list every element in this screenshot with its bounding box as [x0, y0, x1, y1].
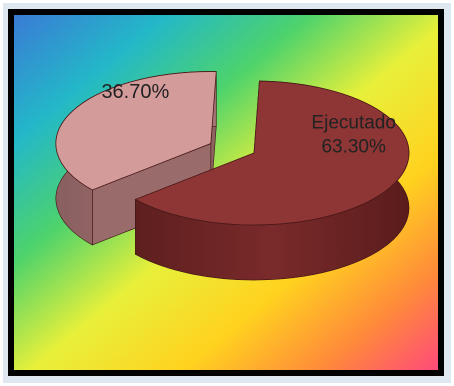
pie-chart: 36.70% Ejecutado 63.30%	[14, 15, 438, 370]
slice-2-value-label: 36.70%	[101, 81, 169, 103]
pie-slice-1	[134, 80, 410, 281]
slice-2-top	[55, 71, 217, 191]
slice-1-name-label: Ejecutado	[311, 113, 396, 134]
slice-1-value-label: 63.30%	[321, 137, 386, 158]
chart-background: 36.70% Ejecutado 63.30%	[14, 15, 438, 370]
chart-frame: 36.70% Ejecutado 63.30%	[8, 9, 444, 376]
slice-1-top	[134, 80, 410, 226]
